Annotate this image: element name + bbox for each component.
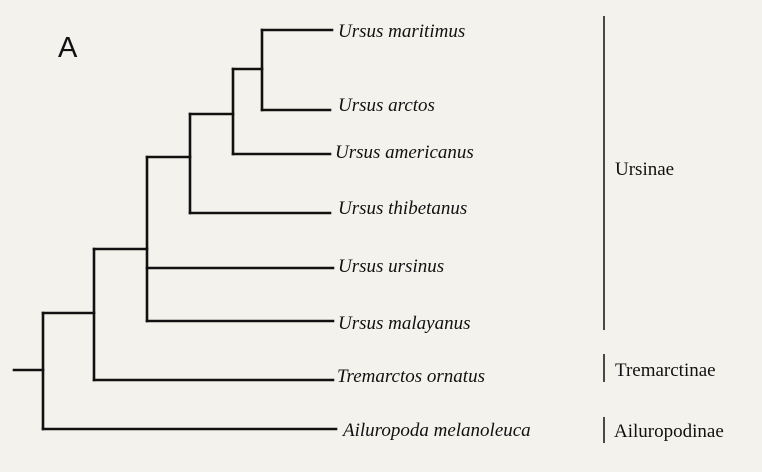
taxon-label: Ursus maritimus <box>338 21 465 42</box>
taxon-label: Ailuropoda melanoleuca <box>341 420 531 441</box>
taxon-label: Ursus malayanus <box>338 313 470 334</box>
taxon-label: Ursus thibetanus <box>338 198 467 219</box>
taxon-label: Ursus arctos <box>338 95 435 116</box>
tree-branches <box>12 28 338 431</box>
taxon-label: Ursus ursinus <box>338 256 444 277</box>
clade-label-tremarctinae: Tremarctinae <box>615 360 716 381</box>
taxon-label: Ursus americanus <box>335 142 474 163</box>
clade-label-ailuropodinae: Ailuropodinae <box>614 421 724 442</box>
clade-labels: Ursinae Tremarctinae Ailuropodinae <box>614 159 724 442</box>
panel-label: A <box>58 32 78 64</box>
taxon-label: Tremarctos ornatus <box>337 366 485 387</box>
clade-label-ursinae: Ursinae <box>615 159 674 180</box>
taxon-labels: Ursus maritimus Ursus arctos Ursus ameri… <box>335 21 531 441</box>
